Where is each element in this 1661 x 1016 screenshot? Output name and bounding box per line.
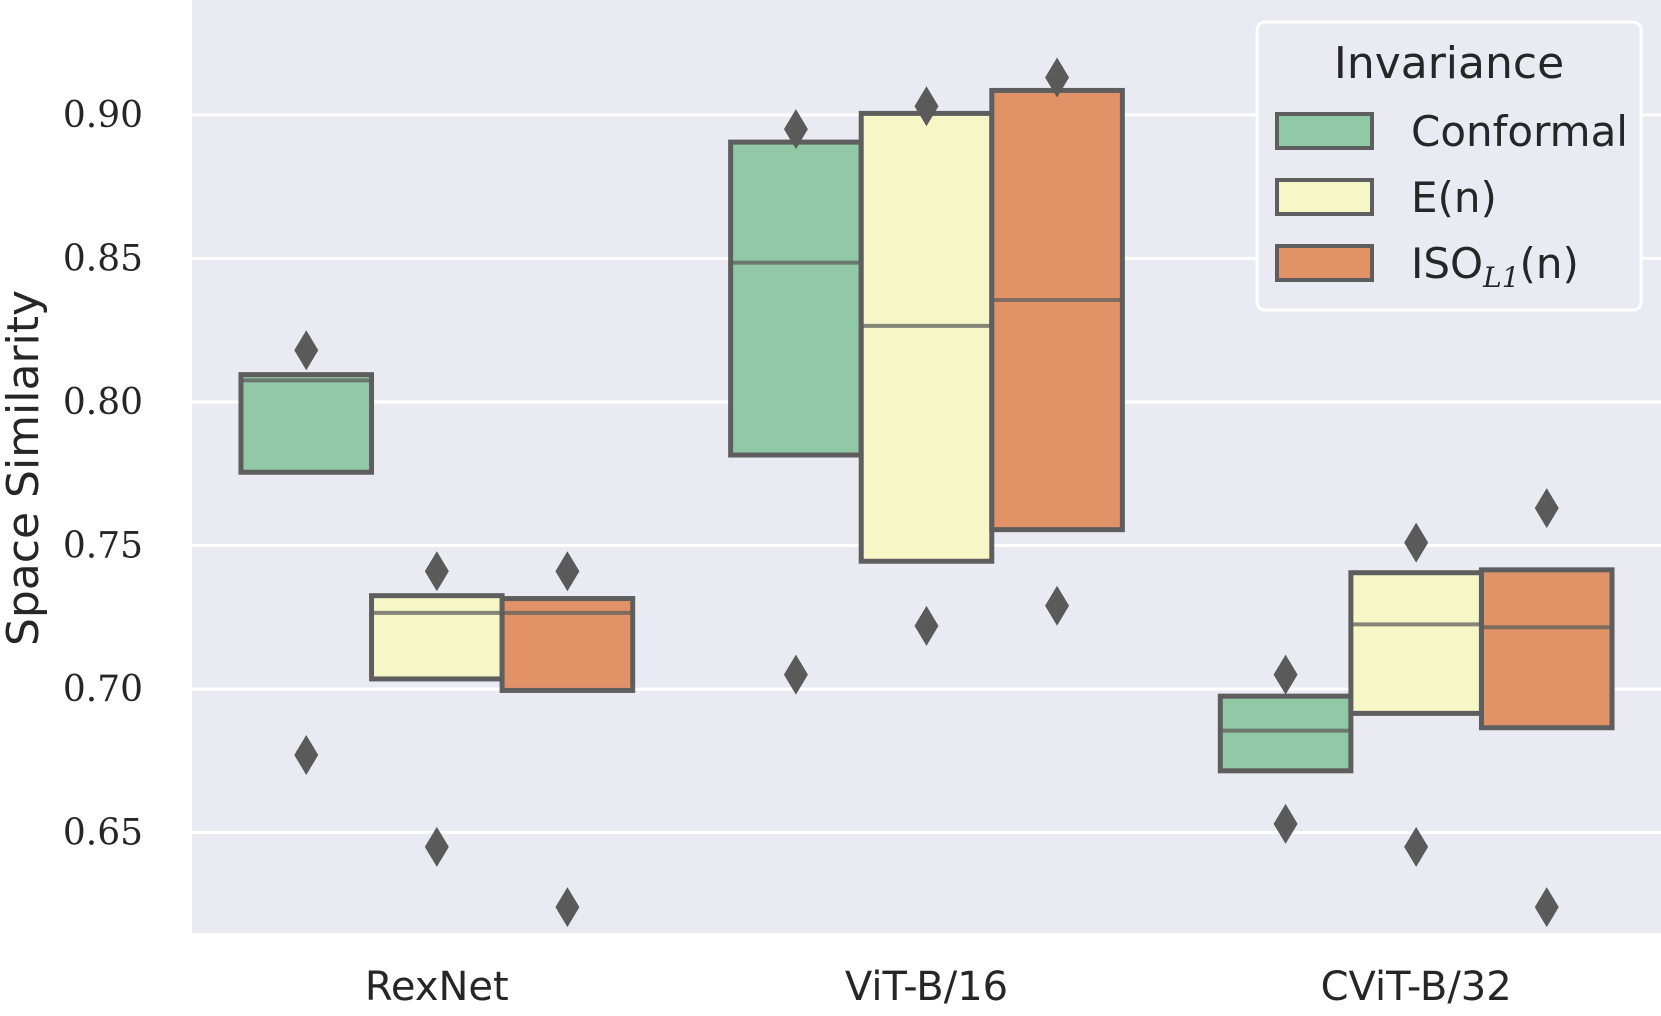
outlier-point — [1534, 887, 1559, 928]
legend-swatch — [1275, 244, 1374, 282]
outlier-point — [1273, 803, 1298, 844]
x-category-label: CViT-B/32 — [1321, 964, 1512, 1010]
legend: Invariance Conformal E(n) ISOL1(n) — [1255, 20, 1643, 312]
outlier-points — [294, 57, 1559, 928]
x-category-labels: RexNet ViT-B/16 CViT-B/32 — [365, 964, 1512, 1010]
outlier-point — [1404, 826, 1429, 867]
box — [1478, 567, 1615, 731]
box — [989, 87, 1125, 533]
legend-entry-label: ISOL1(n) — [1411, 239, 1579, 294]
box — [728, 139, 864, 458]
y-tick-label: 0.85 — [63, 238, 143, 279]
outlier-point — [294, 735, 319, 776]
legend-frame — [1255, 20, 1643, 312]
outlier-point — [1045, 585, 1070, 626]
y-tick-label: 0.90 — [63, 95, 143, 136]
outlier-point — [783, 109, 808, 150]
y-tick-label: 0.65 — [63, 813, 143, 854]
outlier-point — [783, 654, 808, 695]
outlier-point — [1404, 522, 1429, 563]
box — [858, 110, 995, 564]
outlier-point — [914, 86, 939, 127]
box — [369, 593, 505, 682]
box — [1217, 693, 1354, 774]
legend-swatch — [1275, 112, 1374, 150]
y-tick-label: 0.80 — [63, 382, 143, 423]
x-category-label: RexNet — [365, 964, 509, 1010]
outlier-point — [555, 551, 580, 592]
x-category-label: ViT-B/16 — [845, 964, 1008, 1010]
outlier-point — [1273, 654, 1298, 695]
y-tick-label: 0.75 — [63, 525, 143, 566]
outlier-point — [294, 330, 319, 371]
outlier-point — [1534, 488, 1559, 529]
y-tick-labels: 0.65 0.70 0.75 0.80 0.85 0.90 — [63, 95, 143, 854]
outlier-point — [424, 551, 449, 592]
box — [1348, 570, 1484, 716]
legend-entry-label: E(n) — [1411, 173, 1497, 222]
y-axis-title: Space Similarity — [0, 290, 49, 646]
legend-title: Invariance — [1334, 38, 1564, 89]
outlier-point — [914, 605, 939, 646]
legend-swatch — [1275, 178, 1374, 216]
outlier-point — [555, 887, 580, 928]
legend-entry-label: Conformal — [1411, 107, 1628, 156]
outlier-point — [1045, 57, 1070, 98]
outlier-point — [424, 826, 449, 867]
boxes — [238, 87, 1615, 774]
box — [238, 372, 375, 475]
y-tick-label: 0.70 — [63, 669, 143, 710]
